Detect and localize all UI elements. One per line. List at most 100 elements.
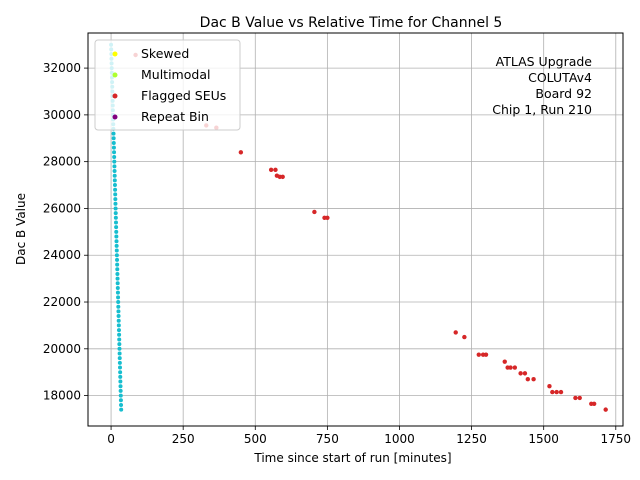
main-data-point <box>117 356 122 361</box>
main-data-point <box>114 225 119 230</box>
main-data-point <box>113 220 118 225</box>
main-data-point <box>116 323 121 328</box>
flagged-data-point <box>280 174 285 180</box>
main-data-point <box>114 243 119 248</box>
main-data-point <box>117 342 122 347</box>
main-data-point <box>116 295 121 300</box>
x-tick-label: 1250 <box>456 432 487 446</box>
y-tick-label: 24000 <box>43 248 81 262</box>
y-tick-label: 22000 <box>43 295 81 309</box>
main-data-point <box>118 374 123 379</box>
flagged-data-point <box>502 359 507 364</box>
x-tick-label: 250 <box>172 432 195 446</box>
main-data-point <box>117 346 122 351</box>
flagged-data-point <box>476 352 481 357</box>
chart-title: Dac B Value vs Relative Time for Channel… <box>200 15 503 31</box>
main-data-point <box>118 384 123 389</box>
flagged-data-point <box>591 401 597 406</box>
main-data-point <box>113 192 118 197</box>
legend: Skewed Multimodal Flagged SEUs Repeat Bin <box>94 39 241 131</box>
legend-marker <box>112 51 118 57</box>
main-data-point <box>112 173 117 178</box>
main-data-point <box>115 271 120 276</box>
flagged-data-point <box>508 365 513 370</box>
main-data-point <box>115 276 120 281</box>
flagged-data-point <box>603 407 608 412</box>
main-data-point <box>113 187 118 192</box>
main-data-point <box>119 402 124 407</box>
main-data-point <box>111 145 116 150</box>
flagged-data-point <box>525 377 531 382</box>
y-tick-label: 30000 <box>43 108 81 122</box>
main-data-point <box>115 285 120 290</box>
legend-marker <box>112 72 118 78</box>
legend-label: Repeat Bin <box>141 109 209 124</box>
main-data-point <box>115 290 120 295</box>
main-data-point <box>111 140 116 145</box>
main-data-point <box>111 131 116 136</box>
main-data-point <box>117 351 122 356</box>
flagged-data-point <box>531 377 536 382</box>
annotation-line: Board 92 <box>535 86 592 101</box>
main-data-point <box>113 201 118 206</box>
flagged-data-point <box>312 209 317 215</box>
main-data-point <box>114 253 119 258</box>
legend-frame <box>94 39 241 131</box>
main-data-point <box>114 248 119 253</box>
flagged-data-point <box>547 384 552 389</box>
x-tick-label: 1500 <box>528 432 559 446</box>
main-data-point <box>112 164 117 169</box>
main-data-point <box>116 304 121 309</box>
x-tick-label: 0 <box>107 432 115 446</box>
main-data-point <box>112 178 117 183</box>
main-data-point <box>118 388 123 393</box>
flagged-data-point <box>554 389 559 395</box>
main-data-point <box>113 211 118 216</box>
flagged-data-point <box>512 365 518 370</box>
main-data-point <box>119 407 124 412</box>
flagged-data-point <box>273 167 278 173</box>
x-tick-label: 1000 <box>384 432 415 446</box>
main-data-point <box>111 136 116 141</box>
flagged-data-point <box>573 395 578 401</box>
main-data-point <box>117 337 122 342</box>
y-tick-label: 18000 <box>43 389 81 403</box>
main-data-point <box>118 370 123 375</box>
legend-label: Flagged SEUs <box>141 88 226 103</box>
main-data-point <box>115 281 120 286</box>
flagged-data-point <box>268 167 274 173</box>
legend-label: Multimodal <box>141 67 210 82</box>
annotation-line: COLUTAv4 <box>528 70 592 85</box>
y-axis-label: Dac B Value <box>14 193 28 265</box>
main-data-point <box>112 154 117 159</box>
plot-frame <box>87 32 624 427</box>
flagged-data-point <box>453 330 458 335</box>
main-data-point <box>114 234 119 239</box>
main-data-point <box>114 239 119 244</box>
flagged-data-point <box>483 352 489 357</box>
main-data-point <box>116 314 121 319</box>
main-data-point <box>116 300 121 305</box>
main-data-point <box>116 328 121 333</box>
grid <box>88 33 623 426</box>
main-data-point <box>113 206 118 211</box>
main-data-point <box>117 332 122 337</box>
legend-marker <box>112 93 118 99</box>
main-data-point <box>112 169 117 174</box>
main-data-point <box>118 398 123 403</box>
flagged-data-point <box>238 150 244 155</box>
main-data-point <box>117 360 122 365</box>
y-tick-label: 32000 <box>43 61 81 75</box>
x-tick-label: 500 <box>244 432 267 446</box>
flagged-data-point <box>558 389 564 395</box>
annotation-line: Chip 1, Run 210 <box>492 102 592 117</box>
x-tick-label: 750 <box>316 432 339 446</box>
main-data-point <box>116 318 121 323</box>
y-tick-label: 28000 <box>43 155 81 169</box>
main-data-point <box>118 393 123 398</box>
main-data-point <box>112 150 117 155</box>
main-data-point <box>115 267 120 272</box>
main-data-point <box>112 159 117 164</box>
main-data-point <box>115 262 120 267</box>
